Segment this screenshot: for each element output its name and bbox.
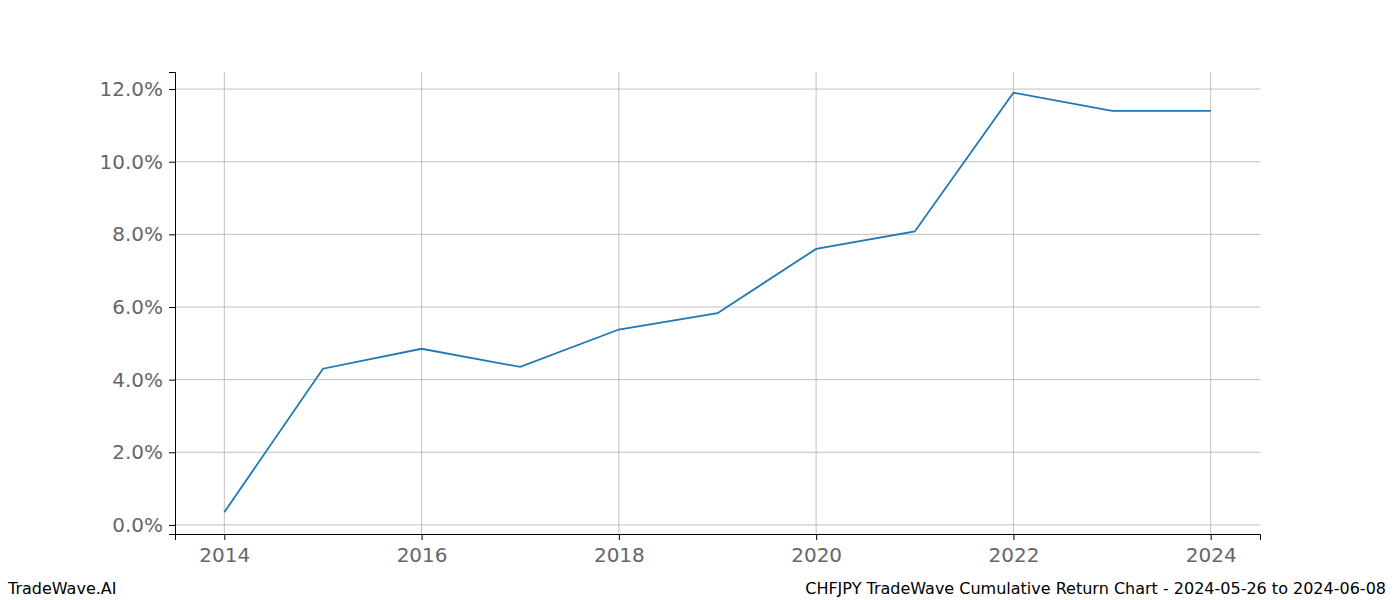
- y-axis: 0.0% 2.0% 4.0% 6.0% 8.0% 10.0% 12.0%: [99, 73, 175, 537]
- chart: 2014 2016 2018 2020 2022 2024 0.0% 2.0% 4.0% 6.0%…: [0, 0, 1400, 600]
- grid-line-y: [175, 379, 1260, 380]
- grid-line-x: [224, 72, 225, 534]
- x-tick-mark: [1013, 534, 1014, 540]
- y-tick-mark: [169, 162, 175, 163]
- y-tick: 2.0%: [112, 440, 175, 464]
- grid-line-x: [1210, 72, 1211, 534]
- grid-line-y: [175, 161, 1260, 162]
- y-tick: 6.0%: [112, 295, 175, 319]
- x-tick-label: 2018: [594, 543, 645, 567]
- x-tick-label: 2014: [199, 543, 250, 567]
- x-tick: 2022: [988, 534, 1039, 567]
- y-tick: 12.0%: [99, 77, 175, 101]
- x-tick-mark: [1211, 534, 1212, 540]
- y-tick: 8.0%: [112, 222, 175, 246]
- y-tick-label: 0.0%: [112, 513, 163, 537]
- title: CHFJPY TradeWave Cumulative Return Chart…: [805, 579, 1386, 598]
- y-tick-mark: [169, 452, 175, 453]
- x-tick-label: 2016: [397, 543, 448, 567]
- series-group: [224, 93, 1210, 513]
- y-tick: 0.0%: [112, 513, 175, 537]
- y-tick-label: 8.0%: [112, 222, 163, 246]
- x-tick: 2014: [199, 534, 250, 567]
- grid-line-y: [175, 234, 1260, 235]
- series-line: [224, 93, 1210, 513]
- x-tick-mark: [619, 534, 620, 540]
- y-tick-mark: [169, 234, 175, 235]
- y-tick-label: 6.0%: [112, 295, 163, 319]
- grid-line-y: [175, 524, 1260, 525]
- y-tick-mark: [169, 380, 175, 381]
- grid-line-y: [175, 306, 1260, 307]
- x-tick: 2024: [1186, 534, 1237, 567]
- grid-line-y: [175, 89, 1260, 90]
- grid-line-x: [816, 72, 817, 534]
- y-tick-label: 10.0%: [99, 150, 163, 174]
- y-tick-mark: [169, 89, 175, 90]
- grid-line-x: [1013, 72, 1014, 534]
- x-tick-mark: [816, 534, 817, 540]
- x-tick: 2018: [594, 534, 645, 567]
- y-tick-mark: [169, 525, 175, 526]
- plot: 2014 2016 2018 2020 2022 2024 0.0% 2.0% 4.0% 6.0%…: [99, 72, 1260, 567]
- x-tick-mark: [224, 534, 225, 540]
- grid-line-y: [175, 452, 1260, 453]
- y-tick: 10.0%: [99, 150, 175, 174]
- x-tick-label: 2020: [791, 543, 842, 567]
- y-tick-label: 4.0%: [112, 368, 163, 392]
- x-tick-mark: [422, 534, 423, 540]
- grid: [175, 72, 1260, 534]
- x-tick-label: 2022: [988, 543, 1039, 567]
- y-axis-line: [169, 73, 176, 535]
- grid-line-x: [618, 72, 619, 534]
- x-tick: 2016: [397, 534, 448, 567]
- x-axis-line: [176, 535, 1261, 541]
- y-tick: 4.0%: [112, 368, 175, 392]
- x-tick: 2020: [791, 534, 842, 567]
- y-tick-mark: [169, 307, 175, 308]
- grid-line-x: [421, 72, 422, 534]
- watermark: TradeWave.AI: [7, 579, 116, 598]
- x-axis: 2014 2016 2018 2020 2022 2024: [176, 534, 1261, 567]
- y-tick-label: 12.0%: [99, 77, 163, 101]
- x-tick-label: 2024: [1186, 543, 1237, 567]
- y-tick-label: 2.0%: [112, 440, 163, 464]
